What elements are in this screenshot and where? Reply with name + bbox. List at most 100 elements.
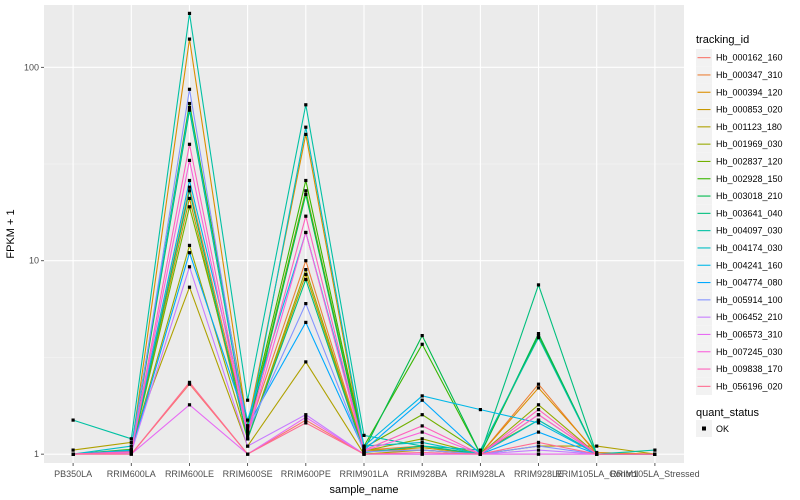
legend-label: Hb_002837_120	[716, 156, 783, 166]
data-point	[595, 444, 599, 448]
data-point	[536, 336, 541, 340]
legend-label: Hb_001969_030	[716, 139, 783, 149]
data-point	[536, 332, 541, 336]
legend-label: Hb_006573_310	[716, 329, 783, 339]
data-point	[304, 178, 308, 183]
data-point	[71, 452, 75, 456]
data-point	[420, 437, 424, 441]
data-point	[536, 403, 541, 407]
data-point	[478, 448, 482, 452]
x-tick-label: RRIM928LA	[456, 469, 505, 479]
data-point	[187, 158, 192, 162]
legend-label: Hb_000394_120	[716, 87, 783, 97]
data-point	[304, 320, 308, 324]
legend-label: Hb_006452_210	[716, 312, 783, 322]
x-axis: PB350LA RRIM600LA RRIM600LE RRIM600SE RRIM60…	[54, 463, 700, 479]
data-point	[187, 11, 192, 15]
data-point	[129, 440, 133, 444]
shape-legend-marker	[702, 426, 706, 431]
data-point	[304, 125, 308, 129]
data-point	[304, 277, 308, 282]
data-point	[187, 205, 192, 209]
data-point	[304, 192, 308, 197]
data-point	[246, 398, 250, 402]
x-tick-label: RRIM600PE	[281, 469, 331, 479]
data-point	[187, 189, 192, 193]
data-point	[420, 430, 424, 434]
data-point	[187, 265, 192, 269]
legend-label: Hb_009838_170	[716, 364, 783, 374]
legend-label: Hb_056196_020	[716, 381, 783, 391]
data-point	[478, 408, 482, 412]
data-point	[187, 251, 192, 255]
shape-legend-label: OK	[716, 424, 729, 434]
data-point	[129, 450, 133, 454]
data-point	[420, 413, 424, 417]
data-point	[187, 87, 192, 91]
data-point	[246, 430, 250, 434]
x-tick-label: RRIM600LE	[165, 469, 214, 479]
data-point	[536, 283, 541, 287]
legend-title: tracking_id	[696, 34, 749, 46]
data-point	[304, 230, 308, 235]
data-point	[595, 452, 599, 456]
y-tick-label: 1	[34, 449, 39, 459]
data-point	[187, 108, 192, 112]
data-point	[420, 342, 424, 346]
legend-label: Hb_001123_180	[716, 122, 782, 132]
legend-label: Hb_004097_030	[716, 226, 783, 236]
data-point	[304, 268, 308, 272]
data-point	[71, 448, 75, 452]
data-point	[187, 185, 192, 189]
data-point	[536, 386, 541, 390]
data-point	[536, 430, 541, 434]
data-point	[187, 105, 192, 110]
data-point	[304, 214, 308, 218]
data-point	[420, 424, 424, 428]
data-point	[71, 418, 75, 422]
shape-legend-title: quant_status	[696, 407, 759, 419]
data-point	[187, 37, 192, 41]
data-point	[420, 334, 424, 338]
data-point	[304, 189, 308, 193]
legend-label: Hb_000162_160	[716, 53, 783, 63]
data-point	[304, 103, 308, 107]
data-point	[246, 418, 250, 422]
legend-label: Hb_004241_160	[716, 260, 783, 270]
x-tick-label: RRIM600LA	[107, 469, 156, 479]
legend-label: Hb_003018_210	[716, 191, 783, 201]
data-point	[246, 437, 250, 441]
legend-label: Hb_002928_150	[716, 174, 783, 184]
data-point	[420, 444, 424, 448]
data-point	[304, 421, 308, 425]
data-point	[304, 415, 308, 419]
data-point	[420, 450, 424, 455]
data-point	[536, 408, 541, 412]
data-point	[246, 427, 250, 431]
data-point	[129, 452, 133, 456]
data-point	[187, 285, 192, 289]
y-axis-title: FPKM + 1	[5, 209, 17, 258]
data-point	[653, 448, 657, 452]
data-point	[246, 433, 250, 437]
x-tick-label: RRIM105LA_Control	[555, 469, 638, 479]
x-axis-title: sample_name	[329, 484, 398, 496]
data-point	[362, 444, 366, 448]
data-point	[362, 433, 366, 437]
data-point	[187, 178, 192, 183]
x-tick-label: RRIM928LE	[514, 469, 563, 479]
data-point	[304, 272, 308, 276]
legend-label: Hb_000853_020	[716, 105, 783, 115]
data-point	[536, 334, 541, 338]
data-point	[187, 380, 192, 384]
legend: tracking_id Hb_000162_160Hb_000347_310Hb…	[696, 34, 783, 437]
legend-items: Hb_000162_160 Hb_000347_310 Hb_000394_120 H…	[696, 49, 783, 395]
data-point	[653, 452, 657, 456]
data-point	[536, 421, 541, 425]
x-tick-label: RRIM928BA	[397, 469, 447, 479]
data-point	[129, 437, 133, 441]
legend-label: Hb_005914_100	[716, 295, 783, 305]
data-point	[304, 360, 308, 364]
data-point	[187, 403, 192, 407]
